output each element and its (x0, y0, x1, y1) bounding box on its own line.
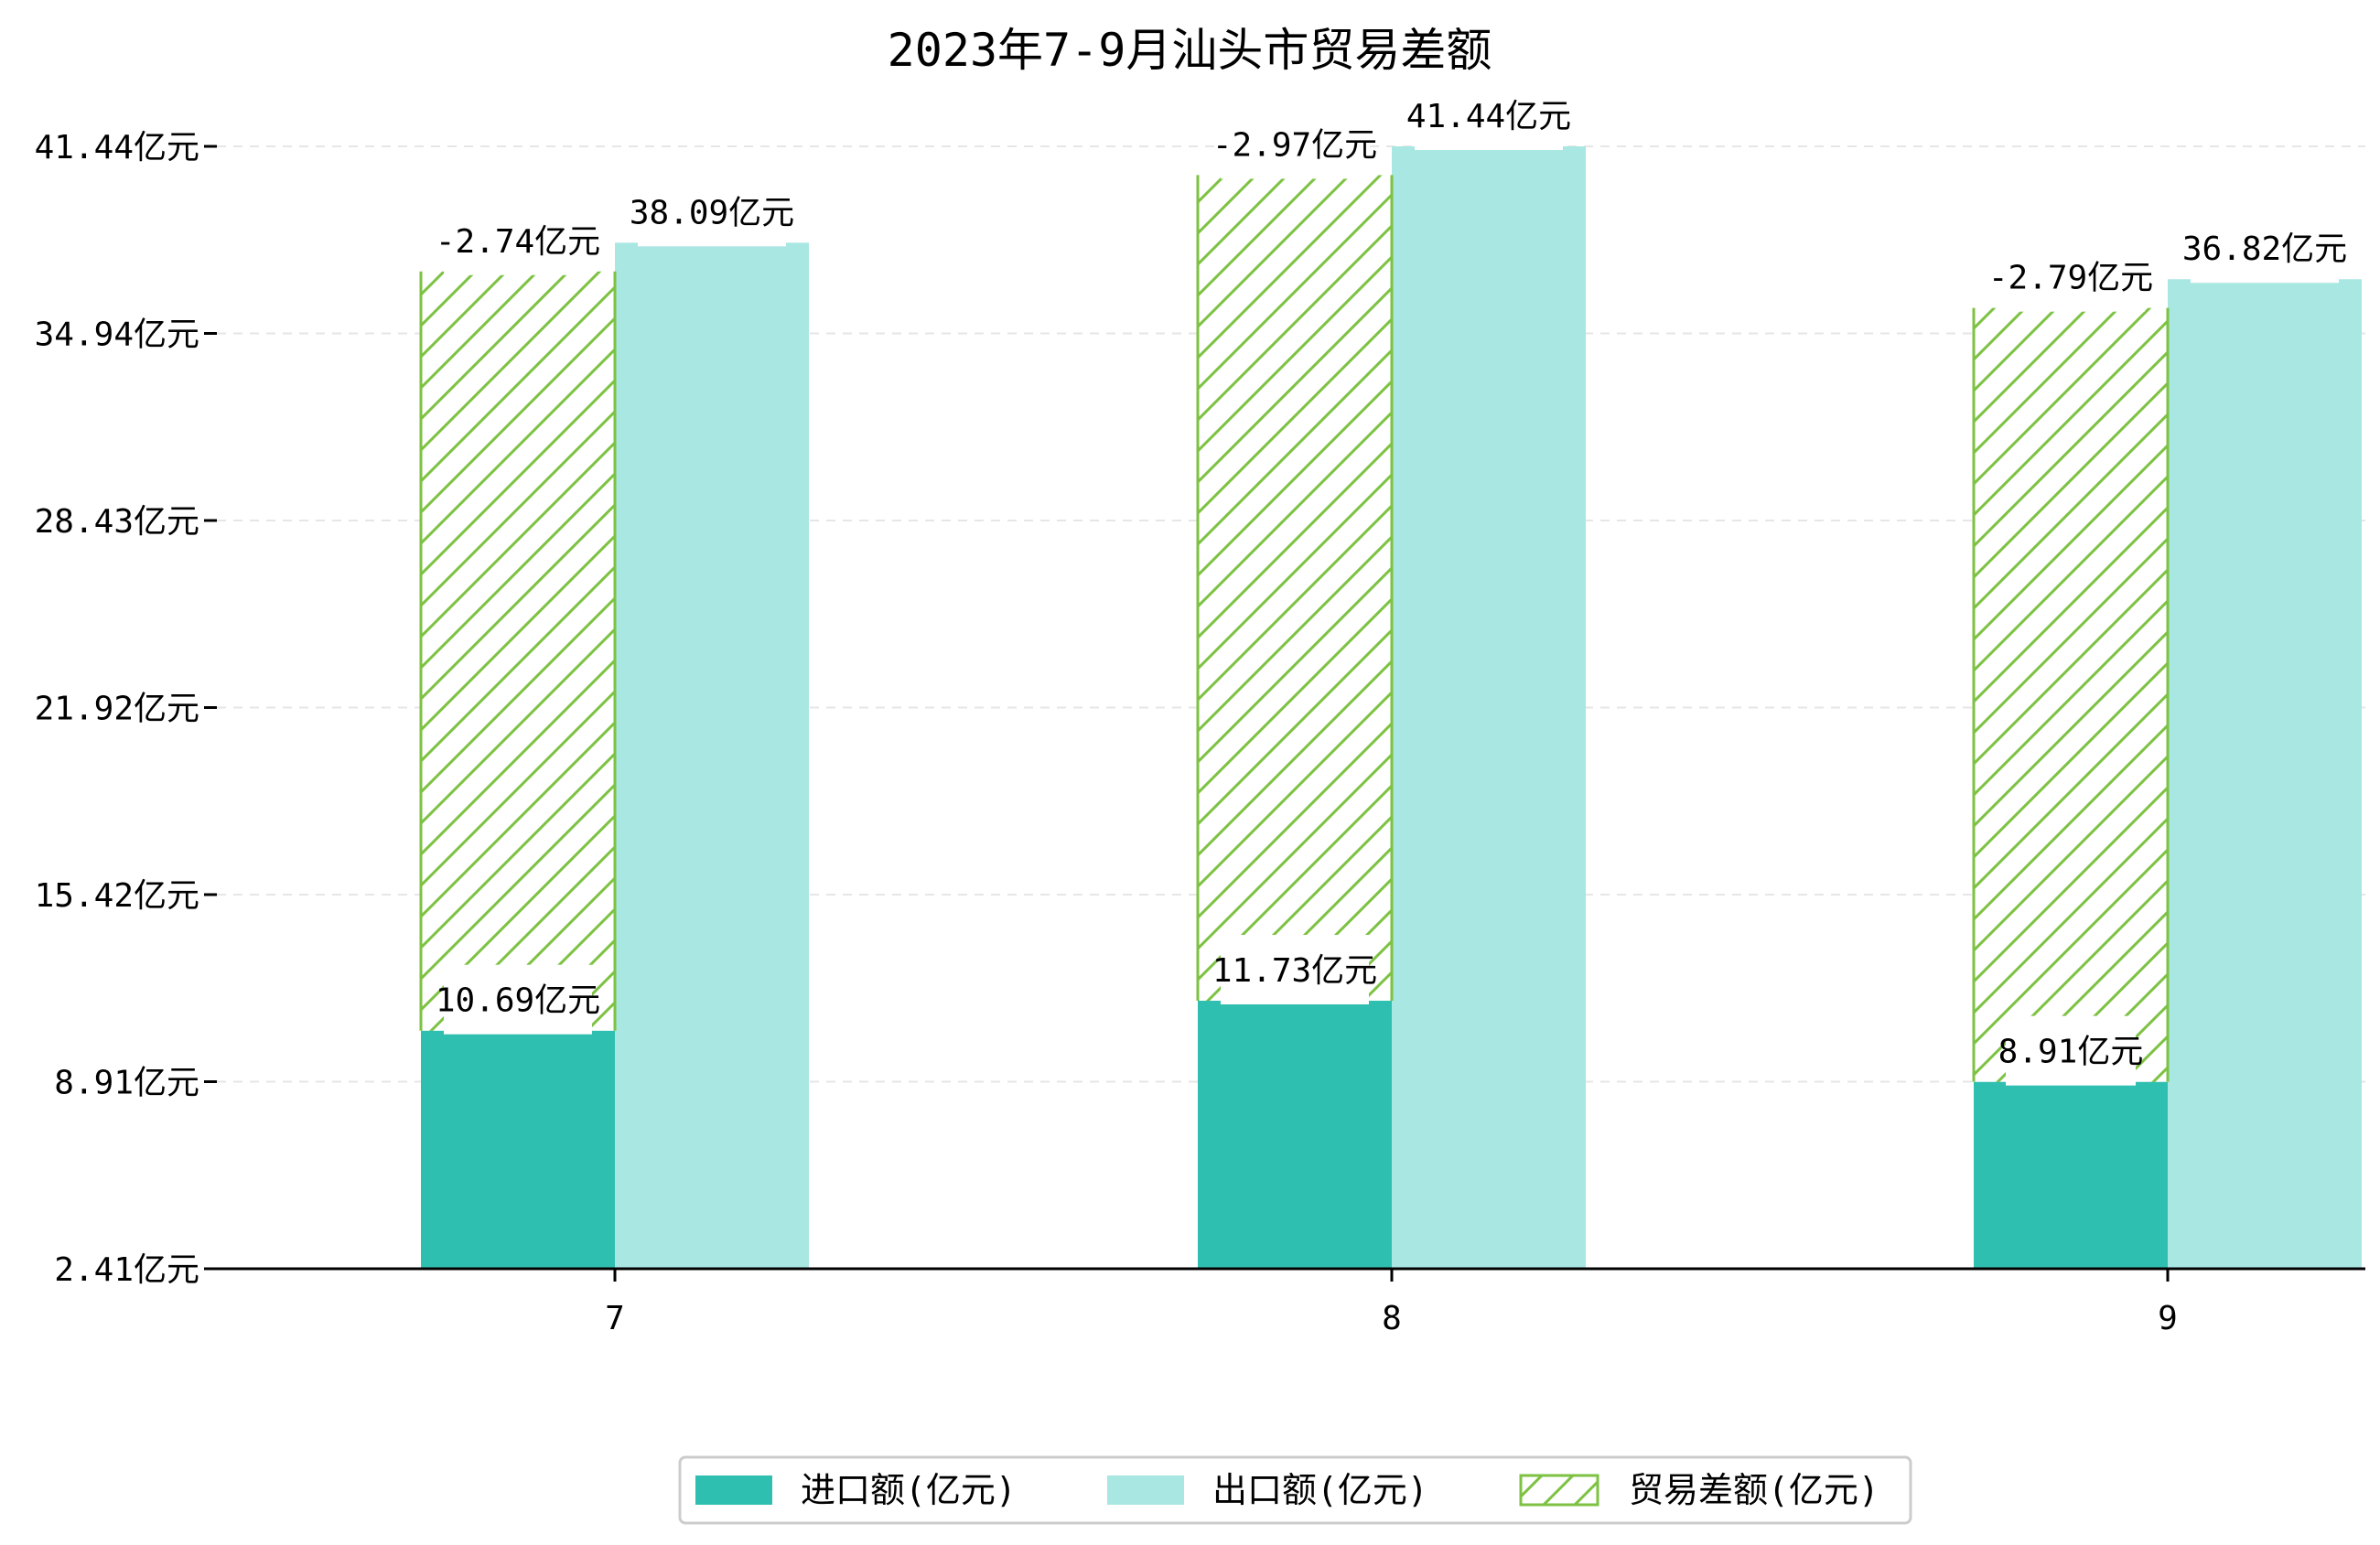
balance-value-label: -2.74亿元 (436, 223, 600, 261)
legend: 进口额(亿元) 出口额(亿元) 贸易差额(亿元) (678, 1455, 1912, 1525)
legend-box (678, 1455, 1912, 1525)
export-value-label-bg (638, 177, 786, 247)
balance-bar (1974, 307, 2168, 1082)
balance-bar (1198, 175, 1392, 1002)
y-tick-label: 21.92亿元 (35, 691, 199, 728)
export-bar (615, 242, 809, 1269)
legend-label-export: 出口额(亿元) (1212, 1470, 1428, 1510)
balance-value-label-bg (1221, 109, 1369, 179)
bars (419, 146, 2362, 1269)
export-value-label-bg (1415, 80, 1563, 150)
export-value-label: 38.09亿元 (630, 194, 794, 231)
x-tick-label: 9 (2158, 1300, 2178, 1337)
chart-title: 2023年7-9月汕头市贸易差额 (888, 24, 1492, 77)
import-value-label: 8.91亿元 (1998, 1034, 2144, 1071)
x-tick-label: 8 (1382, 1300, 1402, 1337)
legend-label-import: 进口额(亿元) (801, 1470, 1017, 1510)
import-value-label-bg (2006, 1015, 2136, 1086)
import-bar (1974, 1081, 2168, 1269)
balance-value-label: -2.79亿元 (1988, 260, 2153, 297)
import-value-label-bg (444, 964, 592, 1035)
import-bar (1198, 1001, 1392, 1269)
import-bar (421, 1030, 615, 1269)
export-value-label-bg (2191, 213, 2339, 284)
legend-swatch-import (695, 1475, 772, 1505)
y-tick-label: 41.44亿元 (35, 129, 199, 166)
data-labels: 10.69亿元 38.09亿元 -2.74亿元 11.73亿元 41.44亿元 -2.97… (436, 80, 2347, 1086)
import-value-label: 10.69亿元 (436, 982, 600, 1020)
balance-bar (421, 271, 615, 1031)
export-bar (1392, 146, 1586, 1269)
legend-swatch-balance (1519, 1474, 1599, 1507)
export-bar (2168, 279, 2362, 1269)
import-value-label-bg (1221, 935, 1369, 1005)
legend-label-balance: 贸易差额(亿元) (1629, 1470, 1879, 1510)
import-value-label: 11.73亿元 (1212, 952, 1377, 990)
y-axis: 2.41亿元 8.91亿元 15.42亿元 21.92亿元 28.43亿元 34.94亿元… (35, 129, 217, 1289)
x-axis: 7 8 9 (605, 1269, 2178, 1337)
balance-value-label: -2.97亿元 (1212, 126, 1377, 164)
y-tick-label: 8.91亿元 (54, 1065, 199, 1102)
y-tick-label: 34.94亿元 (35, 317, 199, 354)
export-value-label: 41.44亿元 (1406, 98, 1571, 135)
x-tick-label: 7 (605, 1300, 625, 1337)
balance-value-label-bg (1997, 241, 2145, 312)
y-tick-label: 2.41亿元 (54, 1251, 199, 1289)
y-tick-label: 15.42亿元 (35, 877, 199, 915)
legend-swatch-export (1107, 1475, 1184, 1505)
y-tick-label: 28.43亿元 (35, 503, 199, 541)
balance-value-label-bg (444, 205, 592, 275)
export-value-label: 36.82亿元 (2182, 231, 2347, 268)
